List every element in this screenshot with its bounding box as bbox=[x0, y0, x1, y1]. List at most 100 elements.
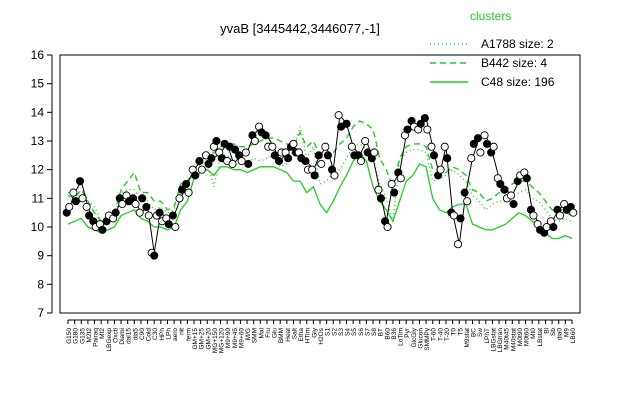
x-tick-label: M2t2 bbox=[86, 328, 93, 343]
data-point bbox=[268, 142, 277, 151]
x-tick-label: Gly bbox=[311, 327, 318, 338]
data-point bbox=[82, 202, 91, 211]
x-tick-label: T-60 bbox=[431, 328, 438, 341]
x-tick-label: S5 bbox=[351, 328, 358, 336]
data-point bbox=[549, 222, 558, 232]
data-point bbox=[191, 171, 200, 180]
x-tick-label: T-40 bbox=[437, 328, 444, 341]
data-point bbox=[212, 136, 221, 146]
data-point bbox=[155, 208, 164, 217]
x-tick-label: S6 bbox=[358, 328, 365, 336]
x-tick-label: M/G bbox=[245, 328, 252, 340]
x-tick-label: SMM bbox=[252, 328, 259, 343]
x-tick-label: Glucon bbox=[417, 328, 424, 349]
data-point bbox=[142, 202, 151, 211]
data-point bbox=[171, 222, 180, 232]
x-tick-label: G150 bbox=[66, 328, 73, 344]
x-tick-label: LBstat bbox=[537, 328, 544, 347]
data-point bbox=[314, 151, 323, 160]
data-point bbox=[334, 111, 343, 120]
x-tick-label: BC bbox=[471, 328, 478, 337]
x-tick-label: Oxctl bbox=[112, 327, 119, 342]
data-point bbox=[250, 136, 259, 146]
x-tick-label: LBGtran bbox=[497, 328, 504, 353]
data-point bbox=[65, 202, 74, 211]
x-tick-label: GM+25 bbox=[199, 328, 206, 350]
data-point bbox=[244, 159, 253, 168]
x-tick-label: H2Os bbox=[318, 327, 325, 344]
data-point bbox=[342, 119, 351, 128]
y-tick-label: 16 bbox=[31, 48, 45, 62]
data-point bbox=[230, 145, 240, 154]
x-tick-label: Sw bbox=[477, 328, 484, 337]
data-point bbox=[301, 157, 310, 166]
x-tick-label: T5 bbox=[457, 328, 464, 336]
x-tick-label: S8 bbox=[371, 328, 378, 336]
data-point bbox=[467, 154, 476, 163]
data-point bbox=[197, 165, 206, 174]
x-tick-label: dal15 bbox=[126, 328, 133, 344]
data-point bbox=[323, 151, 332, 160]
data-point bbox=[496, 179, 505, 189]
x-tick-label: BMM bbox=[278, 328, 285, 343]
x-tick-label: M9 bbox=[563, 328, 570, 337]
data-point bbox=[403, 125, 412, 134]
x-tick-label: M0t90 bbox=[517, 328, 524, 346]
data-point bbox=[284, 154, 293, 163]
data-point bbox=[78, 194, 87, 203]
x-tick-label: B36 bbox=[391, 328, 398, 340]
x-tick-label: LB60 bbox=[570, 328, 577, 344]
x-tick-label: Fru bbox=[265, 328, 272, 338]
x-tick-label: B60 bbox=[384, 328, 391, 340]
data-point bbox=[420, 114, 429, 123]
data-point bbox=[321, 142, 330, 151]
data-point bbox=[289, 139, 298, 148]
data-point bbox=[456, 214, 465, 223]
data-point bbox=[473, 134, 482, 143]
x-tick-label: M9stat bbox=[464, 328, 471, 348]
series-line-solid bbox=[67, 151, 573, 240]
x-tick-label: Glu bbox=[272, 328, 279, 339]
data-point bbox=[228, 159, 237, 168]
x-tick-label: Mt2 bbox=[99, 328, 106, 339]
data-point bbox=[69, 188, 78, 197]
x-tick-label: Mal bbox=[258, 327, 265, 338]
x-tick-label: Bl bbox=[543, 327, 550, 333]
data-point bbox=[555, 211, 565, 220]
y-tick-label: 9 bbox=[37, 249, 44, 263]
x-tick-label: S3 bbox=[338, 328, 345, 336]
data-point bbox=[383, 222, 392, 232]
legend-label: C48 size: 196 bbox=[481, 75, 555, 89]
data-point bbox=[118, 200, 127, 209]
y-tick-label: 10 bbox=[31, 220, 45, 234]
x-tick-label: S7 bbox=[364, 328, 371, 336]
x-tick-label: M9+60 bbox=[238, 328, 245, 348]
x-tick-label: M0t60 bbox=[524, 328, 531, 346]
data-point bbox=[390, 188, 399, 197]
x-tick-label: C90 bbox=[139, 328, 146, 340]
data-point bbox=[453, 240, 463, 249]
legend: clusters A1788 size: 2 B442 size: 4 C48 si… bbox=[430, 9, 555, 89]
x-tick-label: LBGexp bbox=[106, 328, 113, 352]
data-point bbox=[75, 177, 85, 186]
x-tick-label: Diami bbox=[119, 328, 126, 345]
data-point bbox=[131, 200, 140, 209]
x-tick-label: nit bbox=[179, 328, 186, 335]
data-point bbox=[144, 211, 153, 220]
x-tick-label: LPh bbox=[165, 328, 172, 340]
x-tick-label: M9+90 bbox=[225, 328, 232, 348]
x-tick-label: dia5 bbox=[132, 328, 139, 341]
x-tick-label: M40t45 bbox=[504, 328, 511, 350]
x-tick-label: dia0 bbox=[557, 328, 564, 341]
data-point bbox=[423, 125, 432, 134]
x-tick-label: M40stat bbox=[510, 328, 517, 351]
data-point bbox=[135, 208, 144, 217]
plot-frame bbox=[59, 54, 581, 314]
x-tick-label: S2 bbox=[331, 328, 338, 336]
x-tick-label: LoTim bbox=[398, 328, 405, 346]
data-point bbox=[376, 194, 385, 203]
legend-label: B442 size: 4 bbox=[481, 56, 547, 70]
